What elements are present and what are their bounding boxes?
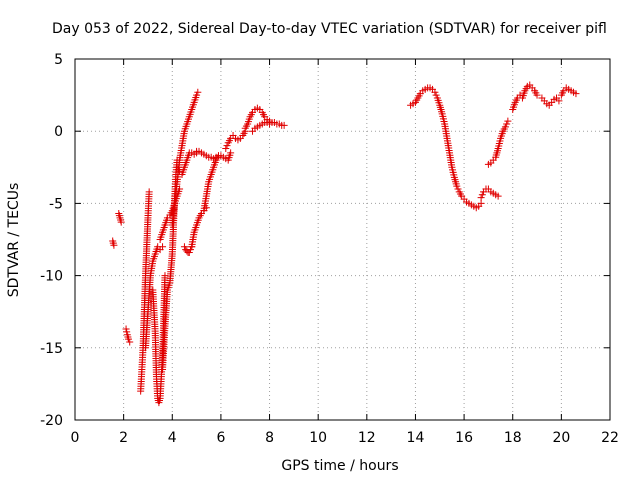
data-point — [110, 241, 118, 249]
x-tick-label: 4 — [168, 430, 177, 446]
y-tick-label: -5 — [49, 196, 63, 212]
data-point — [214, 152, 222, 160]
data-point — [494, 192, 502, 200]
data-point — [126, 338, 134, 346]
x-tick-label: 8 — [265, 430, 274, 446]
x-tick-label: 10 — [309, 430, 327, 446]
data-point — [280, 121, 288, 129]
chart-title: Day 053 of 2022, Sidereal Day-to-day VTE… — [52, 21, 607, 37]
data-point — [501, 123, 509, 131]
data-point — [122, 325, 130, 333]
y-axis-label: SDTVAR / TECUs — [6, 183, 22, 298]
data-point — [187, 246, 195, 254]
data-point — [504, 117, 512, 125]
y-tick-labels: 5 0 -5 -10 -15 -20 — [40, 52, 63, 429]
y-tick-label: -15 — [40, 341, 63, 357]
data-point — [180, 243, 188, 251]
y-tick-label: -10 — [40, 269, 63, 285]
data-point — [555, 97, 563, 105]
x-tick-labels: 0 2 4 6 8 10 12 14 16 18 20 22 — [71, 430, 619, 446]
data-point — [431, 88, 439, 96]
data-point — [572, 90, 580, 98]
x-tick-label: 16 — [455, 430, 473, 446]
data-point — [193, 91, 201, 99]
x-tick-label: 2 — [119, 430, 128, 446]
data-point — [159, 243, 167, 251]
data-point — [478, 191, 486, 199]
data-point — [185, 248, 193, 256]
data-point — [194, 88, 202, 96]
data-point — [161, 272, 169, 280]
data-point — [145, 188, 153, 196]
axis-ticks — [74, 58, 611, 421]
y-tick-label: -20 — [40, 413, 63, 429]
data-point — [533, 91, 541, 99]
data-point — [432, 91, 440, 99]
x-tick-label: 0 — [71, 430, 80, 446]
data-point — [266, 120, 274, 128]
data-point — [453, 182, 461, 190]
x-tick-label: 12 — [358, 430, 376, 446]
data-point — [222, 145, 230, 153]
y-tick-label: 5 — [54, 52, 63, 68]
data-point — [117, 218, 125, 226]
data-point — [125, 335, 132, 343]
y-tick-label: 0 — [54, 124, 63, 140]
data-point — [503, 120, 511, 128]
data-points — [109, 81, 580, 407]
x-tick-label: 20 — [552, 430, 570, 446]
grid — [75, 59, 610, 420]
plot-frame — [74, 58, 611, 421]
x-axis-label: GPS time / hours — [281, 458, 398, 474]
x-tick-label: 14 — [407, 430, 425, 446]
data-point — [123, 328, 131, 336]
data-point — [227, 149, 235, 157]
data-point — [454, 185, 462, 193]
data-point — [223, 142, 231, 150]
x-tick-label: 18 — [504, 430, 522, 446]
data-point — [477, 194, 485, 202]
x-tick-label: 6 — [216, 430, 225, 446]
x-tick-label: 22 — [601, 430, 619, 446]
